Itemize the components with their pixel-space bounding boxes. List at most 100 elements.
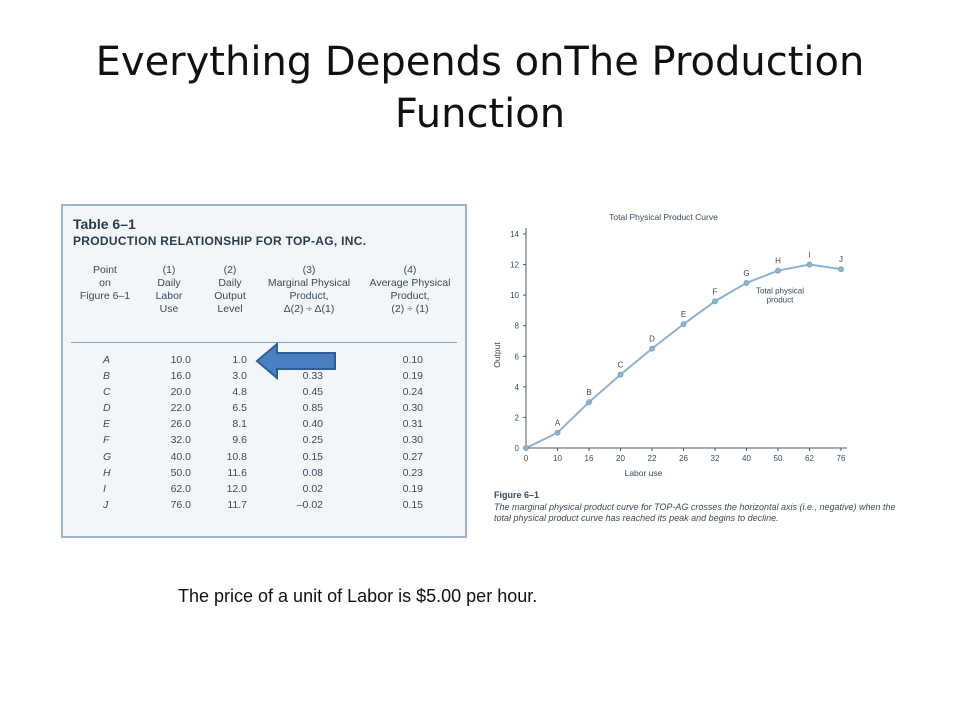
figure-caption: Figure 6–1 The marginal physical product… bbox=[494, 490, 914, 525]
data-point bbox=[775, 267, 781, 274]
table-cell: 0.85 bbox=[302, 402, 323, 415]
x-tick-label: 16 bbox=[585, 454, 594, 463]
table-cell: 0.27 bbox=[402, 450, 423, 463]
point-label: J bbox=[839, 255, 843, 264]
table-cell: –0.02 bbox=[296, 498, 323, 511]
table-cell: 0.10 bbox=[402, 354, 423, 366]
header-text: Daily bbox=[157, 277, 181, 289]
production-table-image: Table 6–1 PRODUCTION RELATIONSHIP FOR TO… bbox=[61, 204, 467, 538]
header-text: Figure 6–1 bbox=[79, 290, 131, 302]
y-tick-label: 12 bbox=[510, 261, 519, 270]
header-text: Marginal Physical bbox=[267, 277, 351, 289]
point-label: H bbox=[775, 257, 781, 266]
curve-annotation-line-2: product bbox=[767, 296, 794, 305]
table-cell: 0.31 bbox=[402, 418, 423, 431]
header-text: Product, bbox=[289, 290, 329, 302]
point-label: I bbox=[808, 251, 810, 260]
data-point bbox=[649, 345, 655, 352]
x-tick-label: 26 bbox=[679, 454, 688, 463]
table-cell: A bbox=[103, 354, 111, 366]
table-header-marginal: (3) Marginal Physical Product, Δ(2) ÷ Δ(… bbox=[263, 264, 355, 316]
header-text: (1) bbox=[162, 264, 176, 276]
table-header-output: (2) Daily Output Level bbox=[207, 264, 253, 316]
table-cell: 32.0 bbox=[170, 434, 191, 447]
y-tick-label: 8 bbox=[515, 322, 520, 331]
table-cell: 9.6 bbox=[232, 434, 247, 447]
table-cell: 0.19 bbox=[402, 370, 423, 383]
table-cell: 0.30 bbox=[402, 402, 423, 415]
table-cell: 0.25 bbox=[302, 434, 323, 447]
table-cell: C bbox=[103, 386, 111, 399]
table-row: E 26.0 8.1 0.40 0.31 bbox=[63, 418, 465, 434]
data-point bbox=[743, 280, 750, 286]
slide-title-line-2: Function bbox=[394, 91, 566, 137]
table-cell: 3.0 bbox=[232, 370, 247, 383]
table-cell: 26.0 bbox=[170, 418, 191, 431]
y-tick-label: 10 bbox=[510, 291, 519, 300]
data-point bbox=[617, 371, 624, 378]
table-row: I 62.0 12.0 0.02 0.19 bbox=[63, 483, 465, 499]
table-row: H 50.0 11.6 0.08 0.23 bbox=[63, 467, 465, 483]
table-cell: 8.1 bbox=[232, 418, 247, 431]
header-text: Product, bbox=[390, 290, 430, 302]
header-text: (2) bbox=[223, 264, 237, 276]
y-tick-label: 0 bbox=[515, 444, 520, 453]
table-body: A 10.0 1.0 0.10 B 16.0 3.0 0.33 0.19 C 20.0 4.8 0.45… bbox=[63, 354, 465, 515]
header-text: on bbox=[99, 277, 111, 289]
table-cell: D bbox=[103, 402, 111, 415]
header-text: (4) bbox=[403, 264, 417, 276]
labor-price-note: The price of a unit of Labor is $5.00 pe… bbox=[178, 586, 538, 606]
table-cell: 0.40 bbox=[302, 418, 323, 431]
header-text: Level bbox=[217, 303, 243, 315]
left-arrow-icon bbox=[255, 341, 336, 381]
table-header-point: Point on Figure 6–1 bbox=[77, 264, 133, 303]
figure-caption-text: The marginal physical product curve for … bbox=[494, 501, 896, 524]
table-title: PRODUCTION RELATIONSHIP FOR TOP-AG, INC. bbox=[73, 234, 367, 248]
point-label: G bbox=[743, 269, 749, 278]
table-cell: 62.0 bbox=[170, 482, 191, 495]
table-cell: 0.15 bbox=[302, 450, 323, 463]
table-cell: 4.8 bbox=[232, 386, 247, 399]
data-point bbox=[523, 445, 529, 451]
data-point bbox=[586, 399, 592, 406]
table-row: F 32.0 9.6 0.25 0.30 bbox=[63, 434, 465, 450]
table-cell: 0.19 bbox=[402, 482, 423, 495]
table-cell: 12.0 bbox=[226, 482, 247, 495]
table-row: A 10.0 1.0 0.10 bbox=[63, 354, 465, 370]
table-cell: 0.45 bbox=[302, 386, 323, 399]
y-tick-label: 6 bbox=[515, 352, 520, 361]
table-cell: 10.8 bbox=[226, 450, 247, 463]
table-cell: 0.24 bbox=[402, 386, 423, 399]
header-text: Use bbox=[159, 303, 179, 315]
table-cell: G bbox=[103, 450, 112, 463]
header-text: (2) ÷ (1) bbox=[391, 303, 429, 315]
header-text: Δ(2) ÷ Δ(1) bbox=[283, 303, 335, 315]
table-row: D 22.0 6.5 0.85 0.30 bbox=[63, 402, 465, 418]
x-tick-label: 20 bbox=[616, 454, 625, 463]
table-header-average: (4) Average Physical Product, (2) ÷ (1) bbox=[365, 264, 455, 316]
table-row: G 40.0 10.8 0.15 0.27 bbox=[63, 451, 465, 467]
y-tick-label: 2 bbox=[515, 413, 520, 422]
table-cell: 0.08 bbox=[302, 466, 323, 479]
x-tick-label: 10 bbox=[553, 454, 562, 463]
table-cell: 76.0 bbox=[170, 498, 191, 511]
point-label: E bbox=[681, 310, 686, 319]
slide-title: Everything Depends onThe Production Func… bbox=[60, 36, 900, 140]
table-cell: 0.02 bbox=[302, 482, 323, 495]
x-tick-label: 32 bbox=[711, 454, 720, 463]
curve-annotation-line-1: Total physical bbox=[756, 287, 804, 296]
table-cell: 0.33 bbox=[302, 370, 323, 383]
figure-label: Figure 6–1 bbox=[494, 490, 540, 500]
table-cell: I bbox=[103, 482, 106, 495]
header-text: Daily bbox=[218, 277, 242, 289]
table-cell: 11.7 bbox=[227, 498, 247, 511]
header-text: Output bbox=[214, 290, 246, 302]
table-number: Table 6–1 bbox=[73, 216, 136, 232]
point-label: A bbox=[555, 419, 561, 428]
data-point bbox=[712, 298, 718, 305]
data-point bbox=[680, 321, 687, 328]
x-tick-label: 50 bbox=[774, 454, 783, 463]
table-cell: 50.0 bbox=[170, 466, 191, 479]
table-cell: 40.0 bbox=[170, 450, 191, 463]
table-cell: 22.0 bbox=[170, 402, 191, 415]
